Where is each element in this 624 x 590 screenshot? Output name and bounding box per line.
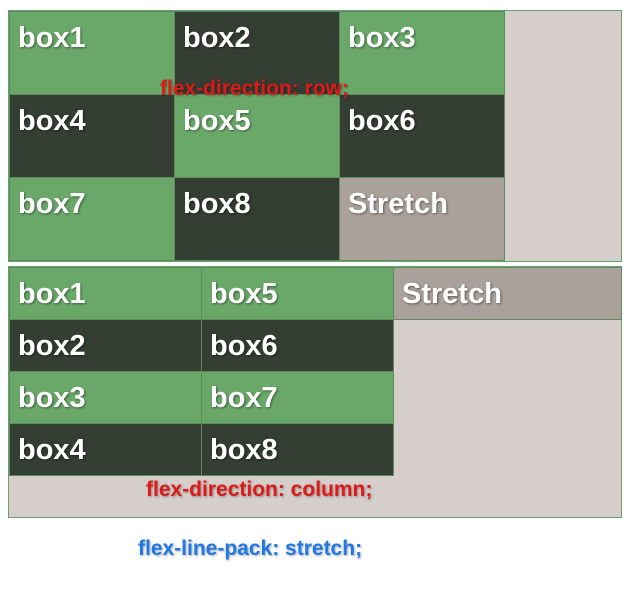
row-box-6: box6 (339, 94, 505, 178)
line-pack-caption: flex-line-pack: stretch; (138, 537, 363, 560)
row-box-2: box2 (174, 11, 340, 95)
row-box-1: box1 (9, 11, 175, 95)
column-box-5: box5 (201, 267, 394, 320)
row-box-7: box7 (9, 177, 175, 261)
row-direction-caption: flex-direction: row; (160, 77, 350, 100)
row-box-8: box8 (174, 177, 340, 261)
row-stretch-box: Stretch (339, 177, 505, 261)
column-box-4: box4 (9, 423, 202, 476)
column-box-2: box2 (9, 319, 202, 372)
column-direction-caption: flex-direction: column; (146, 478, 373, 501)
row-box-4: box4 (9, 94, 175, 178)
column-box-8: box8 (201, 423, 394, 476)
column-box-3: box3 (9, 371, 202, 424)
column-box-6: box6 (201, 319, 394, 372)
row-direction-container: box1 box2 box3 box4 box5 box6 box7 box8 … (8, 10, 622, 262)
column-direction-container: box1 box2 box3 box4 box5 box6 box7 box8 … (8, 266, 622, 518)
column-box-7: box7 (201, 371, 394, 424)
row-box-5: box5 (174, 94, 340, 178)
row-box-3: box3 (339, 11, 505, 95)
column-box-1: box1 (9, 267, 202, 320)
column-stretch-box: Stretch (393, 267, 622, 320)
